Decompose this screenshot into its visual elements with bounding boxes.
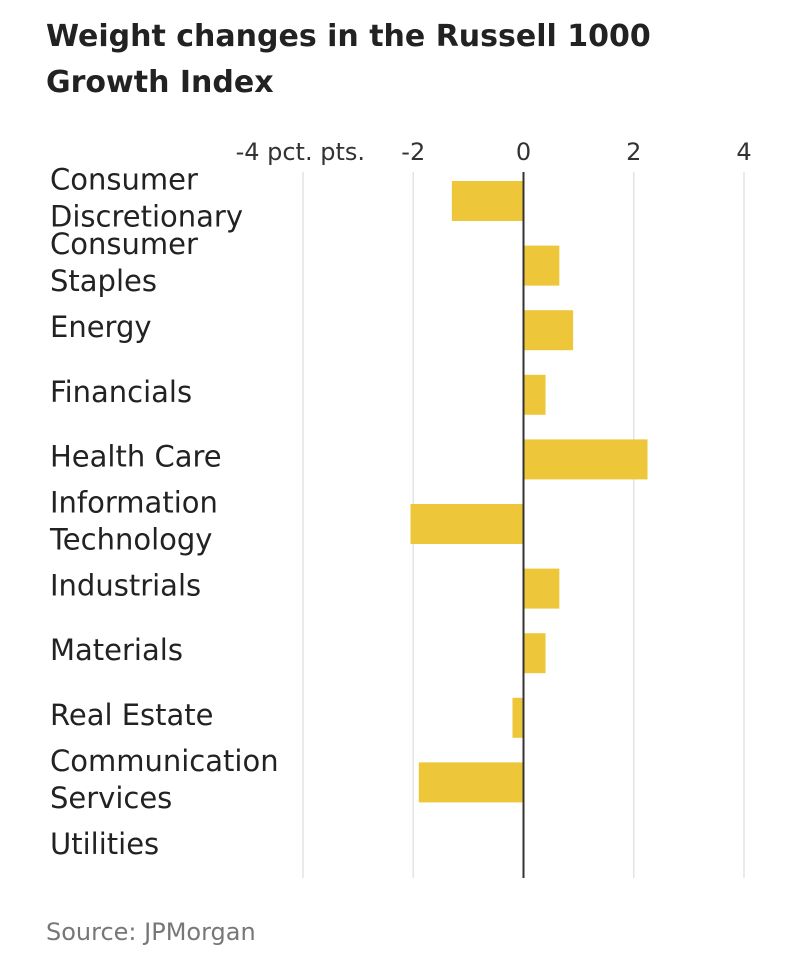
x-tick-label: -4 pct. pts. bbox=[236, 138, 365, 166]
category-label-line: Financials bbox=[50, 375, 192, 409]
bar bbox=[523, 374, 546, 415]
chart-title: Weight changes in the Russell 1000 Growt… bbox=[46, 19, 651, 100]
source-note: Source: JPMorgan bbox=[46, 918, 256, 946]
bar bbox=[523, 245, 560, 286]
bar bbox=[523, 439, 648, 480]
category-label: Real Estate bbox=[50, 698, 214, 732]
category-label-line: Energy bbox=[50, 310, 152, 344]
category-label: Health Care bbox=[50, 439, 222, 473]
category-label-line: Health Care bbox=[50, 439, 222, 473]
category-label: Communication Services bbox=[50, 744, 279, 815]
category-label-line: Staples bbox=[50, 264, 157, 298]
category-label-line: Services bbox=[50, 781, 172, 815]
category-label: Consumer Discretionary bbox=[50, 163, 243, 234]
category-label-line: Consumer bbox=[50, 227, 198, 261]
category-label: Consumer Staples bbox=[50, 227, 198, 298]
category-label-line: Real Estate bbox=[50, 698, 214, 732]
category-label: Financials bbox=[50, 375, 192, 409]
category-label-line: Materials bbox=[50, 633, 183, 667]
x-tick-labels: -4 pct. pts. -2 0 2 4 bbox=[236, 138, 752, 166]
bar bbox=[523, 310, 574, 351]
gridlines bbox=[302, 172, 745, 878]
category-label: Industrials bbox=[50, 569, 201, 603]
category-label-line: Communication bbox=[50, 744, 279, 778]
bar bbox=[523, 633, 546, 674]
bar bbox=[418, 762, 524, 803]
bar bbox=[512, 697, 524, 738]
category-label: Energy bbox=[50, 310, 152, 344]
bar bbox=[451, 181, 524, 221]
category-label-line: Information bbox=[50, 486, 218, 520]
category-label-line: Consumer bbox=[50, 163, 198, 197]
category-label: Utilities bbox=[50, 827, 159, 861]
bar bbox=[410, 504, 524, 544]
bar bbox=[523, 568, 560, 609]
x-tick-label: 2 bbox=[626, 138, 641, 166]
x-tick-label: 4 bbox=[736, 138, 751, 166]
category-label-line: Industrials bbox=[50, 569, 201, 603]
x-tick-label: 0 bbox=[516, 138, 531, 166]
category-label-line: Discretionary bbox=[50, 200, 243, 234]
bars bbox=[410, 181, 648, 803]
category-label-line: Technology bbox=[49, 523, 212, 557]
category-label-line: Utilities bbox=[50, 827, 159, 861]
x-tick-label: -2 bbox=[401, 138, 425, 166]
category-label: Materials bbox=[50, 633, 183, 667]
category-label: Information Technology bbox=[49, 486, 218, 557]
